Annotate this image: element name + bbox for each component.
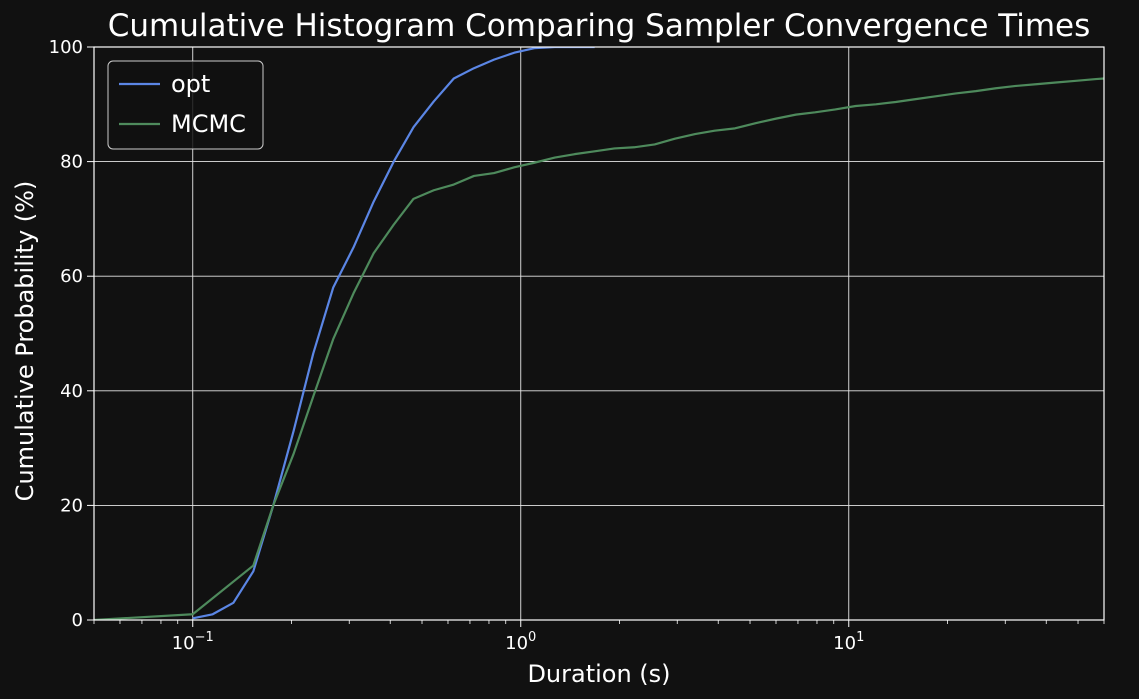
x-tick-label: 101	[833, 630, 864, 654]
y-axis-label: Cumulative Probability (%)	[11, 181, 39, 502]
legend-label-mcmc: MCMC	[171, 110, 246, 138]
x-tick-label: 10−1	[172, 630, 214, 654]
series-line-opt	[192, 47, 595, 620]
plot-frame	[93, 46, 1105, 621]
chart-title: Cumulative Histogram Comparing Sampler C…	[108, 8, 1091, 44]
series-line-mcmc	[94, 77, 1104, 620]
y-tick-label: 80	[60, 152, 83, 173]
y-tick-label: 20	[60, 495, 83, 516]
legend: opt MCMC	[107, 60, 264, 150]
legend-label-opt: opt	[171, 70, 210, 98]
series-lines	[94, 47, 1104, 620]
x-tick-label: 100	[505, 630, 536, 654]
y-tick-label: 60	[60, 266, 83, 287]
y-tick-label: 0	[72, 610, 83, 631]
axis-ticks: 10−1 100 101 0 20 40 60 80 100	[49, 37, 1105, 654]
y-tick-label: 40	[60, 381, 83, 402]
y-tick-label: 100	[49, 37, 83, 58]
x-axis-label: Duration (s)	[527, 660, 670, 688]
